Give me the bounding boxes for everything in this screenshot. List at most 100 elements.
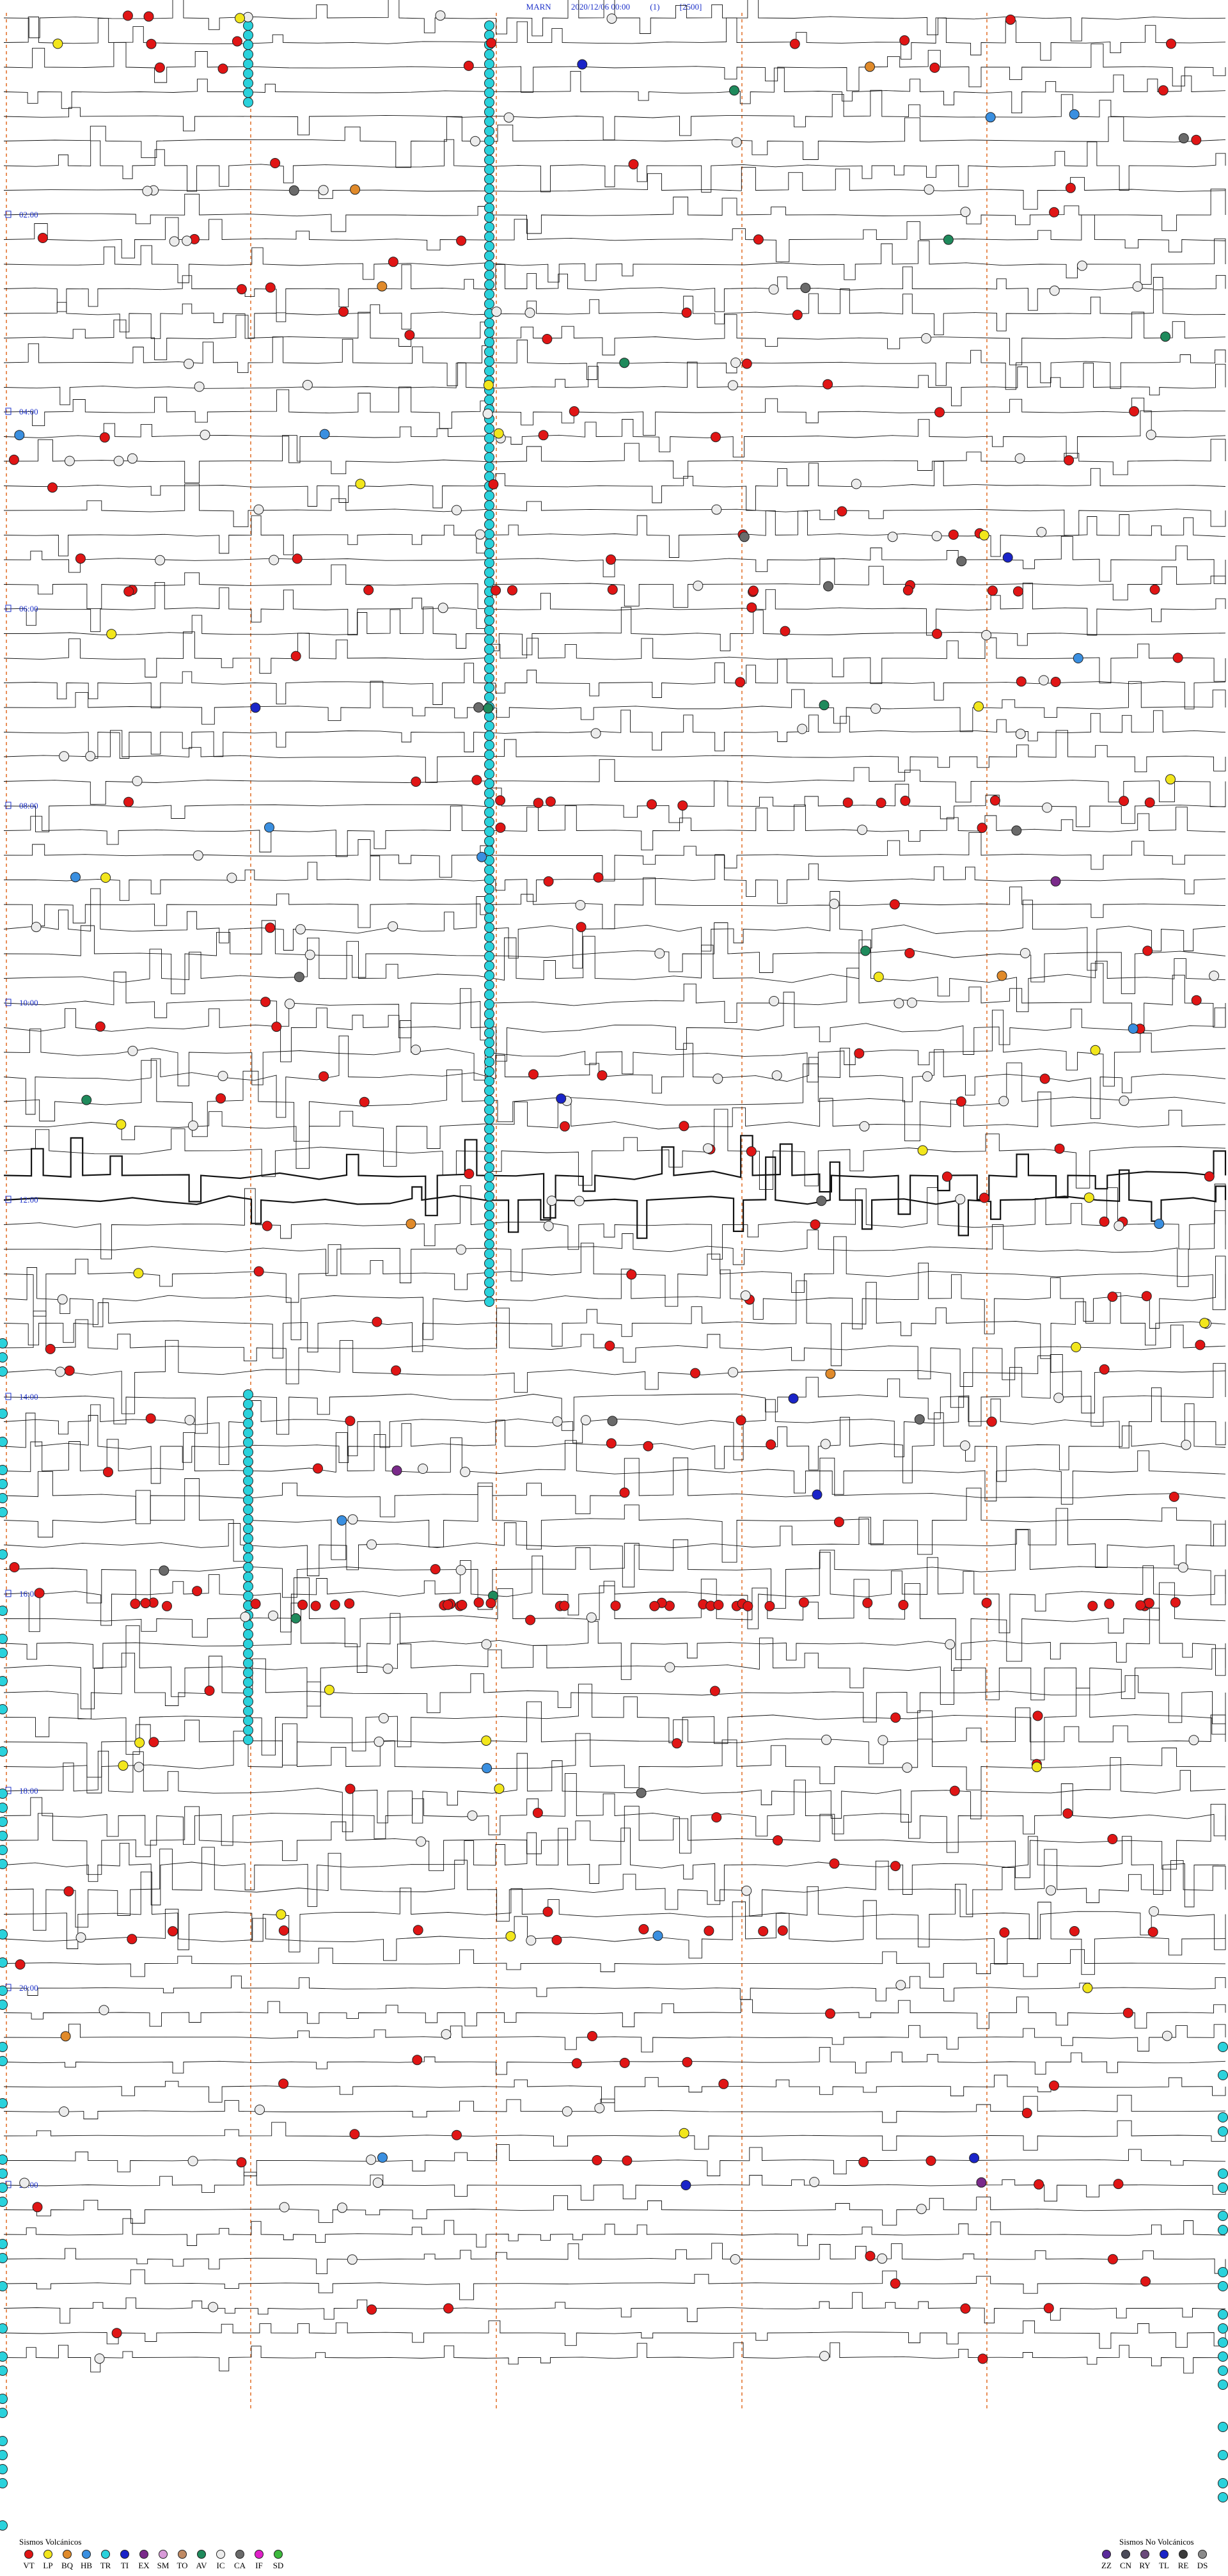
legend-volcanic-ex: EX: [134, 2550, 154, 2570]
event-marker-319: [1172, 652, 1183, 663]
event-marker-0: [484, 20, 494, 31]
event-marker-65: [484, 644, 494, 654]
trace-row-43: [3, 1035, 1226, 1119]
event-marker-69: [484, 683, 494, 693]
event-marker-80: [484, 788, 494, 798]
legend-volcanic-sm-swatch: [159, 2550, 168, 2559]
event-marker-406: [551, 1934, 562, 1945]
event-marker-207: [0, 2056, 8, 2066]
event-marker-677: [545, 796, 556, 807]
event-marker-18: [484, 193, 494, 203]
trace-row-55: [3, 1339, 1226, 1414]
event-marker-307: [528, 1069, 539, 1080]
event-marker-510: [187, 1120, 198, 1131]
event-marker-675: [842, 797, 853, 808]
event-marker-190: [0, 1606, 8, 1616]
legend-non-volcanic-ry-swatch: [1140, 2550, 1149, 2559]
event-marker-35: [484, 356, 494, 367]
event-marker-432: [182, 235, 193, 246]
event-marker-120: [484, 1172, 494, 1182]
event-marker-220: [0, 2408, 8, 2418]
event-marker-3: [484, 49, 494, 59]
time-tick-2: [5, 604, 12, 612]
event-marker-386: [792, 310, 803, 320]
event-marker-321: [1054, 1143, 1065, 1154]
trace-row-58: [3, 1403, 1226, 1484]
event-marker-260: [956, 1096, 966, 1107]
event-marker-191: [0, 1634, 8, 1644]
event-marker-360: [1113, 2179, 1124, 2190]
event-marker-502: [1119, 1095, 1130, 1106]
event-marker-173: [243, 1677, 253, 1687]
event-marker-187: [0, 1493, 8, 1503]
trace-row-23: [3, 558, 1226, 610]
legend-volcanic-to-swatch: [178, 2550, 187, 2559]
event-marker-487: [1014, 453, 1025, 464]
event-marker-239: [1218, 2351, 1228, 2362]
event-marker-665: [123, 586, 134, 597]
event-marker-127: [484, 1239, 494, 1249]
event-marker-235: [1218, 2281, 1228, 2291]
event-marker-517: [467, 1810, 478, 1821]
event-marker-501: [740, 1290, 751, 1301]
event-marker-544: [437, 603, 448, 613]
trace-row-25: [4, 606, 1226, 656]
event-marker-672: [900, 795, 911, 806]
event-marker-289: [718, 2078, 729, 2089]
event-marker-621: [294, 972, 304, 983]
event-marker-695: [310, 1600, 321, 1611]
event-marker-659: [976, 2177, 987, 2188]
legend-volcanic-tr-label: TR: [100, 2561, 111, 2570]
event-marker-644: [1002, 552, 1013, 563]
event-marker-84: [484, 826, 494, 837]
event-marker-521: [945, 1639, 956, 1650]
event-marker-474: [155, 555, 166, 565]
event-marker-57: [484, 567, 494, 578]
trace-row-73: [3, 1773, 1226, 1854]
event-marker-162: [243, 1572, 253, 1582]
event-marker-423: [319, 1071, 329, 1082]
event-marker-634: [476, 851, 487, 862]
event-marker-39: [484, 395, 494, 405]
event-marker-535: [113, 455, 124, 466]
event-marker-55: [484, 548, 494, 558]
time-label-6: 14:00: [19, 1392, 38, 1402]
event-marker-60: [484, 596, 494, 606]
trace-row-12: [3, 288, 1226, 339]
event-marker-359: [95, 1021, 106, 1032]
event-marker-452: [19, 2177, 30, 2188]
event-marker-10: [484, 116, 494, 127]
event-marker-429: [730, 358, 741, 368]
time-tick-7: [5, 1590, 12, 1597]
legend-volcanic-ex-swatch: [139, 2550, 148, 2559]
event-marker-628: [482, 1763, 492, 1774]
event-marker-382: [143, 11, 154, 22]
event-marker-446: [57, 1294, 68, 1305]
event-marker-151: [243, 1466, 253, 1476]
legend-volcanic-ic-label: IC: [216, 2561, 225, 2570]
legend-non-volcanic-title: Sismos No Volcánicos: [1119, 2537, 1194, 2547]
event-marker-291: [192, 1586, 203, 1597]
time-tick-4: [5, 999, 12, 1006]
event-marker-306: [270, 158, 281, 168]
event-marker-113: [484, 1105, 494, 1115]
event-marker-520: [226, 873, 237, 883]
event-marker-523: [693, 580, 704, 591]
legend-non-volcanic-tl-label: TL: [1159, 2561, 1169, 2570]
event-marker-718: [473, 1597, 484, 1608]
time-label-3: 08:00: [19, 801, 38, 810]
event-marker-181: [0, 1352, 8, 1363]
event-marker-481: [481, 1639, 492, 1650]
event-marker-177: [243, 1716, 253, 1726]
event-marker-362: [948, 529, 959, 540]
event-marker-325: [1141, 1291, 1152, 1302]
event-marker-211: [0, 2183, 8, 2193]
event-marker-26: [484, 270, 494, 280]
event-marker-433: [255, 2105, 265, 2115]
trace-row-0: [3, 0, 1226, 42]
trace-row-63: [3, 1529, 1226, 1610]
event-marker-491: [1188, 1735, 1199, 1746]
event-marker-126: [484, 1229, 494, 1240]
event-marker-425: [388, 257, 398, 267]
event-marker-387: [643, 1441, 654, 1451]
